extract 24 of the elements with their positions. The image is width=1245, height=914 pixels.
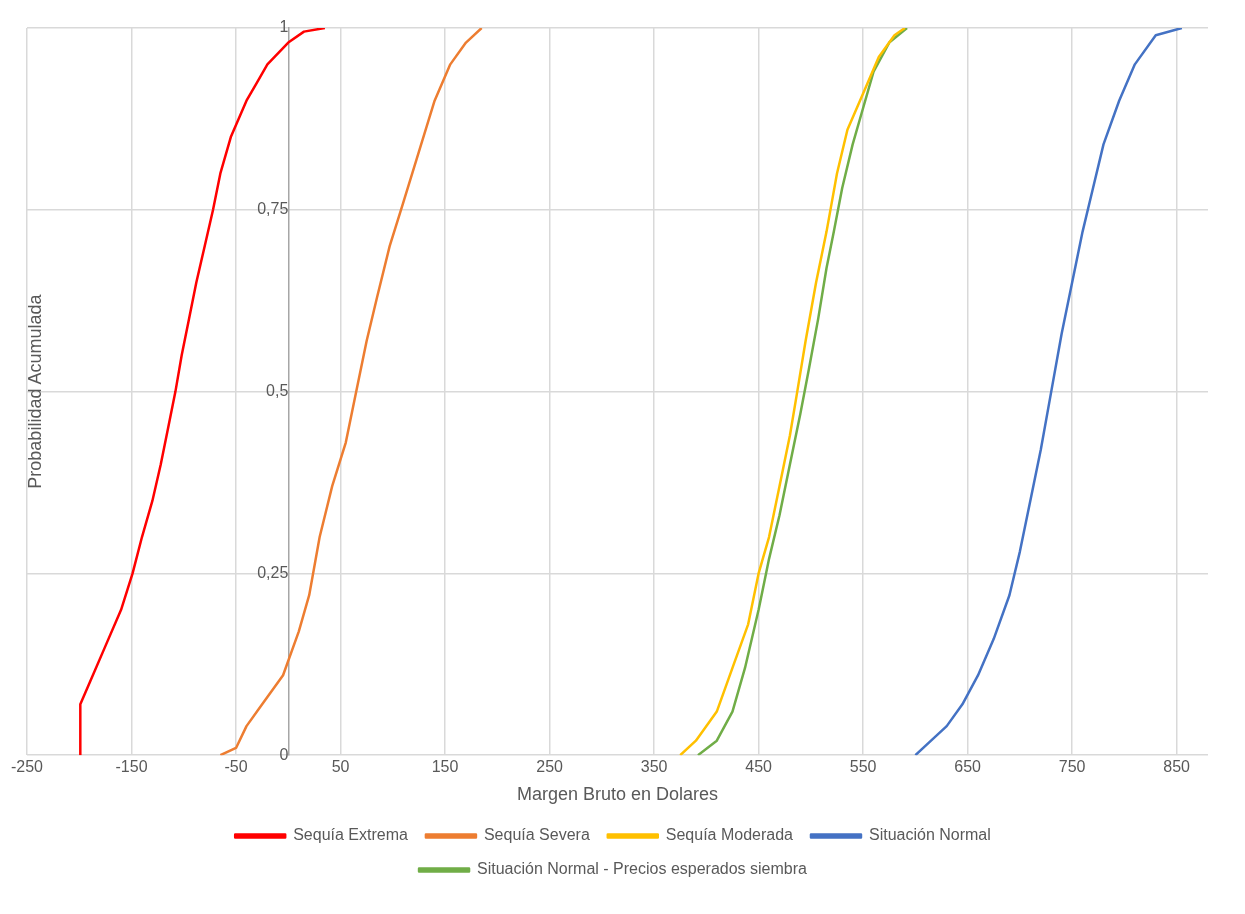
x-tick-label: -50	[224, 758, 248, 776]
y-tick-label: 0	[279, 745, 289, 763]
x-tick-label: 350	[640, 758, 668, 776]
legend-label: Situación Normal - Precios esperados siembra	[477, 860, 808, 878]
y-tick-label: 0,75	[257, 200, 289, 218]
x-tick-label: 550	[849, 758, 877, 776]
x-tick-label: 150	[431, 758, 459, 776]
y-axis-title: Probabilidad Acumulada	[24, 293, 45, 489]
x-tick-label: 250	[536, 758, 564, 776]
x-tick-label: 450	[745, 758, 773, 776]
x-tick-label: -150	[115, 758, 148, 776]
legend-label: Sequía Severa	[483, 826, 590, 844]
x-tick-label: 650	[954, 758, 982, 776]
legend-label: Sequía Extrema	[293, 826, 409, 844]
x-axis-title: Margen Bruto en Dolares	[516, 784, 719, 805]
legend-label: Situación Normal	[868, 826, 991, 844]
y-tick-label: 0,5	[266, 382, 289, 400]
x-tick-label: -250	[11, 758, 44, 776]
x-tick-label: 850	[1163, 758, 1191, 776]
y-tick-label: 1	[279, 18, 289, 36]
legend-label: Sequía Moderada	[665, 826, 794, 844]
y-tick-label: 0,25	[257, 563, 289, 581]
x-tick-label: 50	[331, 758, 350, 776]
x-tick-label: 750	[1058, 758, 1086, 776]
